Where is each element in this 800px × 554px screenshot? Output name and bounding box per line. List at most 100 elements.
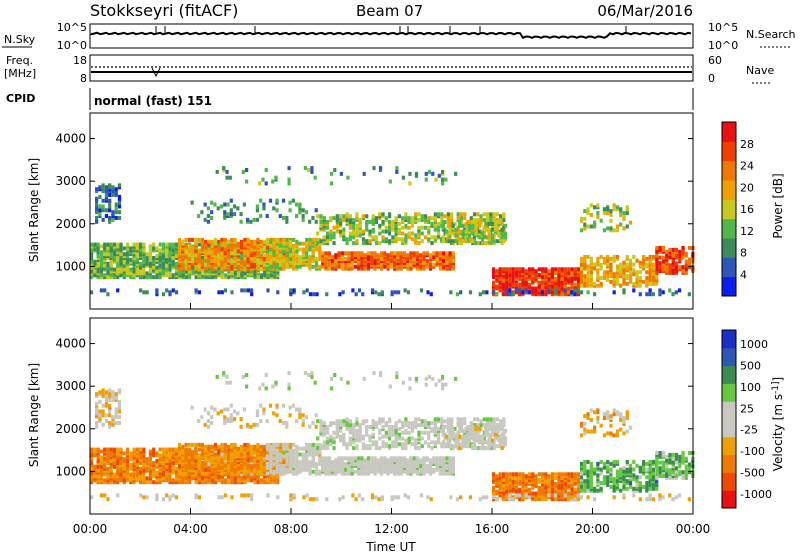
power-cell xyxy=(511,267,515,272)
power-cell xyxy=(374,235,379,240)
velocity-cell xyxy=(428,458,433,463)
power-cell xyxy=(596,214,600,219)
power-cell xyxy=(278,243,283,248)
power-cell xyxy=(226,202,230,207)
power-cell xyxy=(161,265,166,270)
power-cell xyxy=(99,250,103,255)
power-cell xyxy=(625,274,629,279)
power-cell xyxy=(648,270,652,275)
power-cell xyxy=(348,231,352,236)
power-cell xyxy=(262,202,266,207)
power-cell xyxy=(593,281,597,286)
power-cell xyxy=(425,262,429,267)
power-cell xyxy=(363,253,367,258)
power-cell xyxy=(477,235,481,240)
velocity-cell xyxy=(243,468,247,473)
velocity-cell xyxy=(129,462,133,467)
power-cell xyxy=(138,242,143,247)
velocity-cell xyxy=(168,468,172,473)
power-cell xyxy=(269,258,273,263)
velocity-cell xyxy=(152,447,156,452)
power-cell xyxy=(99,254,103,259)
power-cell xyxy=(135,257,139,262)
power-cell xyxy=(355,227,359,232)
velocity-cell xyxy=(220,458,224,463)
power-cell xyxy=(249,239,253,244)
power-cell xyxy=(365,227,369,232)
power-cell xyxy=(481,290,486,295)
power-cell xyxy=(406,290,411,295)
power-cell xyxy=(177,251,182,256)
power-cell xyxy=(96,250,100,255)
power-cell xyxy=(206,214,211,219)
power-cell xyxy=(463,212,467,217)
power-cell xyxy=(314,237,319,242)
power-cell xyxy=(404,237,408,242)
velocity-cell xyxy=(204,480,208,485)
power-cell xyxy=(471,239,475,244)
freq-unit-label: [MHz] xyxy=(4,67,36,80)
power-cell xyxy=(194,257,198,262)
power-cell xyxy=(503,231,508,236)
velocity-cell xyxy=(194,446,198,451)
power-cell xyxy=(229,198,233,203)
velocity-cell xyxy=(399,465,403,470)
velocity-cell xyxy=(265,454,270,459)
power-cell xyxy=(181,239,185,244)
velocity-cell xyxy=(275,442,279,447)
power-cell xyxy=(436,212,441,217)
power-cell xyxy=(259,198,263,203)
velocity-cell xyxy=(223,452,227,457)
power-cell xyxy=(161,271,166,276)
velocity-cell xyxy=(161,451,166,456)
power-cell xyxy=(484,241,488,246)
velocity-cell xyxy=(129,476,133,481)
power-cell xyxy=(440,212,444,217)
power-cell xyxy=(281,198,286,203)
power-cell xyxy=(112,242,117,247)
velocity-cell xyxy=(112,461,117,465)
power-cell xyxy=(348,218,352,223)
power-cell xyxy=(464,229,468,234)
power-cell xyxy=(240,271,244,276)
power-cell xyxy=(174,261,179,266)
velocity-cell xyxy=(165,447,169,452)
power-cell xyxy=(363,266,367,271)
power-cell xyxy=(98,212,102,217)
power-cell xyxy=(494,219,498,224)
power-cell xyxy=(612,203,616,208)
power-cell xyxy=(583,277,587,282)
power-cell xyxy=(500,241,504,246)
power-cell xyxy=(171,288,175,293)
power-cell xyxy=(255,204,260,209)
power-cell xyxy=(187,273,192,278)
power-cell xyxy=(448,219,452,224)
power-cell xyxy=(246,249,250,254)
power-cell xyxy=(537,267,541,272)
power-cell xyxy=(393,260,397,265)
power-cell xyxy=(243,260,247,265)
power-cell xyxy=(619,262,623,267)
velocity-cell xyxy=(301,465,306,470)
power-cell xyxy=(477,221,481,226)
power-cell xyxy=(158,252,162,257)
power-cell xyxy=(586,211,590,216)
power-cell xyxy=(455,292,460,297)
power-colorbar-tick: 20 xyxy=(740,181,754,194)
power-cell xyxy=(272,237,276,242)
power-cell xyxy=(220,241,224,246)
power-cell xyxy=(295,202,299,207)
power-cell xyxy=(586,207,590,212)
velocity-cell xyxy=(288,462,292,467)
power-cell xyxy=(454,227,459,232)
power-cell xyxy=(288,208,292,213)
power-cell xyxy=(262,206,266,211)
power-cell xyxy=(397,290,401,295)
velocity-cell xyxy=(370,460,374,465)
velocity-cell xyxy=(213,446,218,451)
power-cell xyxy=(311,249,315,254)
power-cell xyxy=(596,211,600,216)
power-cell xyxy=(401,175,406,180)
velocity-cell xyxy=(335,428,339,433)
power-cell xyxy=(122,252,126,257)
